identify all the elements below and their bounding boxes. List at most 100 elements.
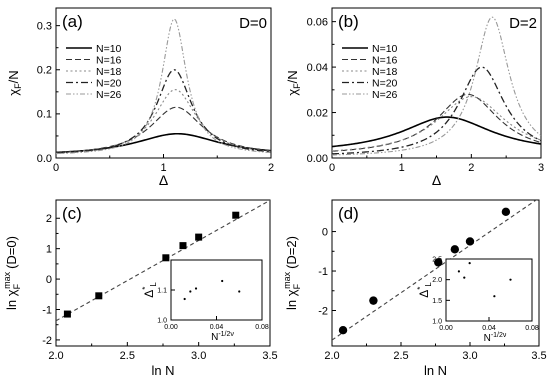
panel-c-ytick-label: -1 <box>42 304 52 316</box>
inset-d-ytick-label: 1.0 <box>432 318 442 325</box>
legend-label-b-3: N=18 <box>372 66 398 78</box>
panel-c-xtick-label: 3.0 <box>191 350 206 362</box>
inset-d-xtick-label: 0.04 <box>482 325 496 332</box>
inset-d-ytick-label: 2.0 <box>432 277 442 284</box>
inset-point-c-4 <box>221 279 224 283</box>
panel-b-ytick-label: 0.06 <box>307 16 328 28</box>
series-line-a-4 <box>55 69 272 154</box>
panel-b-xtick-label: 3 <box>538 162 544 174</box>
inset-c-xtick-label: 0.04 <box>210 324 224 331</box>
panel-b-ytick-label: 0.04 <box>307 62 328 74</box>
data-point-d-3 <box>434 258 443 267</box>
panel-a-xtick-label: 0 <box>53 162 59 174</box>
panel-b: 0 1 2 30.000.020.040.06 (b) D=2ΔχF/NN=10N=16N… <box>285 7 544 188</box>
ylabel-d: ln χFmax(D=2) <box>282 236 302 310</box>
data-point-d-2 <box>369 296 378 305</box>
inset-point-c-2 <box>189 290 192 293</box>
panel-b-xtick-label: 2 <box>468 162 474 174</box>
series-line-b-5 <box>331 16 542 156</box>
data-point-d-1 <box>338 326 348 335</box>
series-line-a-2 <box>55 106 272 154</box>
panel-d-xtick-label: 2.5 <box>393 350 408 362</box>
panel-d-ytick-label: -1 <box>318 266 328 278</box>
panel-c-xtick-label: 2.0 <box>48 350 63 362</box>
inset-d-xtick-label: 0.08 <box>525 325 539 332</box>
series-line-a-5 <box>55 18 272 155</box>
panel-c-ytick-label: 1 <box>46 244 52 256</box>
xlabel-c: ln N <box>151 363 174 378</box>
panel-d-xtick-label: 2.0 <box>324 350 339 362</box>
panel-label-a: (a) <box>62 12 83 31</box>
inset-xlabel-d: N-1/2ν <box>484 332 507 344</box>
inset-d-xtick-label: 0.00 <box>439 325 453 332</box>
legend-label-a-4: N=20 <box>96 78 122 90</box>
series-line-b-4 <box>331 66 542 155</box>
xlabel-a: Δ <box>159 172 168 188</box>
panel-label-c: (c) <box>62 204 82 223</box>
legend-label-b-4: N=20 <box>372 78 398 90</box>
ylabel-a: χF/N <box>6 70 23 95</box>
panel-c-ytick-label: 2 <box>46 213 52 225</box>
data-point-c-6 <box>232 211 240 219</box>
panel-a-ytick-label: 0.0 <box>37 153 52 165</box>
inset-c-ytick-label: 1.0 <box>157 317 167 324</box>
panel-c-xtick-label: 2.5 <box>120 350 135 362</box>
legend-label-a-2: N=16 <box>96 55 122 67</box>
xlabel-d: ln N <box>424 363 447 378</box>
data-point-c-3 <box>162 254 170 262</box>
panel-b-ytick-label: 0.02 <box>307 107 328 119</box>
panel-c: 2.0 2.5 3.0 3.5 -2 -1 0 1 2 (c) ln N ln χFmax(D=0) 0… <box>2 199 278 378</box>
inset-background-d <box>446 259 532 321</box>
corner-label-b: D=2 <box>509 15 537 32</box>
inset-ylabel-d: Δ*L <box>416 282 433 298</box>
data-point-d-5 <box>465 237 475 246</box>
data-point-c-5 <box>195 233 203 241</box>
series-line-b-2 <box>331 93 542 152</box>
legend-label-b-5: N=26 <box>372 89 398 101</box>
panel-a-xtick-label: 1 <box>160 162 166 174</box>
panel-d-ytick-label: 0 <box>322 226 328 238</box>
inset-point-d-4 <box>493 295 496 298</box>
panel-c-ytick-label: 0 <box>46 274 52 286</box>
inset-c-ytick-label: 1.1 <box>157 287 167 294</box>
data-point-d-4 <box>450 245 460 254</box>
inset-d: 0.00 0.04 0.08 1.0 1.5 2.0 2.5 N-1/2ν Δ*L <box>416 256 539 344</box>
panel-label-b: (b) <box>338 12 359 31</box>
panel-d: 2.0 2.5 3.0 3.5 -2 -1 0 (d) ln N ln χFmax(D=2) 0.0… <box>282 199 547 378</box>
panel-b-ytick-label: 0.00 <box>307 153 328 165</box>
data-point-c-4 <box>179 242 187 250</box>
inset-ylabel-c: Δ*L <box>141 282 158 298</box>
panel-d-xtick-label: 3.5 <box>531 350 546 362</box>
inset-point-d-1 <box>457 270 460 273</box>
inset-point-c-5 <box>238 290 241 293</box>
legend-label-a-1: N=10 <box>96 43 122 55</box>
data-point-d-6 <box>501 207 511 217</box>
xlabel-b: Δ <box>432 172 441 188</box>
panel-c-ytick-label: -2 <box>42 335 52 347</box>
panel-d-xtick-label: 3.0 <box>462 350 477 362</box>
panel-label-d: (d) <box>338 204 359 223</box>
inset-d-ytick-label: 2.5 <box>432 256 442 263</box>
inset-c: 0.00 0.04 0.08 1.0 1.1 N-1/2ν Δ*L <box>141 259 269 343</box>
panel-a-xtick-label: 2 <box>268 162 274 174</box>
panel-a-ytick-label: 0.1 <box>37 109 52 121</box>
inset-point-d-3 <box>468 262 471 265</box>
panel-b-xtick-label: 0 <box>329 162 335 174</box>
panel-a-ytick-label: 0.3 <box>37 20 52 32</box>
inset-c-xtick-label: 0.00 <box>164 324 178 331</box>
panel-b-xtick-label: 1 <box>399 162 405 174</box>
panel-a-ytick-label: 0.2 <box>37 65 52 77</box>
ylabel-c: ln χFmax(D=0) <box>2 236 22 310</box>
series-line-a-3 <box>55 89 272 154</box>
panel-c-xtick-label: 3.5 <box>262 350 277 362</box>
inset-point-d-2 <box>463 276 466 279</box>
panel-a: 0 1 20.00.10.20.3 (a) D=0ΔχF/NN=10N=16N=18N=… <box>6 7 274 188</box>
inset-background-c <box>171 260 262 320</box>
data-point-c-1 <box>63 310 71 318</box>
inset-point-d-5 <box>509 278 512 281</box>
legend-label-a-5: N=26 <box>96 89 122 101</box>
inset-d-ytick-label: 1.5 <box>432 298 442 305</box>
data-point-c-2 <box>95 292 103 300</box>
legend-label-b-1: N=10 <box>372 43 398 55</box>
